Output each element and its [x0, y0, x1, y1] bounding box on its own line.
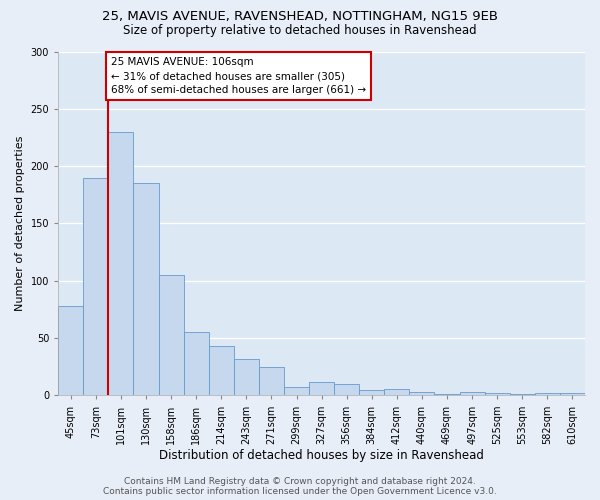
Bar	[234, 358, 259, 396]
Bar	[58, 306, 83, 396]
Bar	[309, 382, 334, 396]
Bar	[434, 394, 460, 396]
Text: 25, MAVIS AVENUE, RAVENSHEAD, NOTTINGHAM, NG15 9EB: 25, MAVIS AVENUE, RAVENSHEAD, NOTTINGHAM…	[102, 10, 498, 23]
Bar	[359, 390, 385, 396]
Bar	[460, 392, 485, 396]
Bar	[209, 346, 234, 396]
Text: 25 MAVIS AVENUE: 106sqm
← 31% of detached houses are smaller (305)
68% of semi-d: 25 MAVIS AVENUE: 106sqm ← 31% of detache…	[111, 57, 366, 95]
Bar	[284, 388, 309, 396]
X-axis label: Distribution of detached houses by size in Ravenshead: Distribution of detached houses by size …	[159, 450, 484, 462]
Bar	[83, 178, 109, 396]
Bar	[535, 393, 560, 396]
Bar	[259, 367, 284, 396]
Text: Contains HM Land Registry data © Crown copyright and database right 2024.
Contai: Contains HM Land Registry data © Crown c…	[103, 476, 497, 496]
Bar	[184, 332, 209, 396]
Bar	[560, 393, 585, 396]
Y-axis label: Number of detached properties: Number of detached properties	[15, 136, 25, 311]
Bar	[109, 132, 133, 396]
Bar	[334, 384, 359, 396]
Bar	[133, 184, 158, 396]
Bar	[510, 394, 535, 396]
Bar	[485, 393, 510, 396]
Text: Size of property relative to detached houses in Ravenshead: Size of property relative to detached ho…	[123, 24, 477, 37]
Bar	[409, 392, 434, 396]
Bar	[158, 275, 184, 396]
Bar	[385, 388, 409, 396]
